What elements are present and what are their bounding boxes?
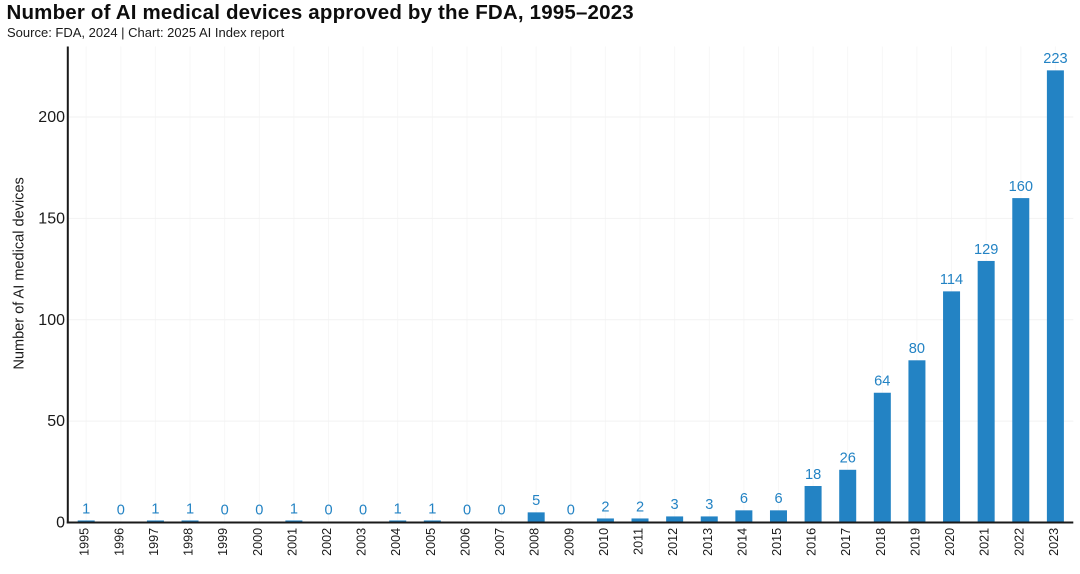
svg-text:2: 2 xyxy=(601,499,609,515)
svg-text:2023: 2023 xyxy=(1047,528,1061,556)
svg-text:6: 6 xyxy=(740,491,748,507)
svg-text:26: 26 xyxy=(840,451,856,467)
svg-text:50: 50 xyxy=(47,413,65,430)
svg-text:Number of AI medical devices: Number of AI medical devices xyxy=(11,177,27,369)
svg-text:2020: 2020 xyxy=(943,528,957,556)
svg-text:6: 6 xyxy=(774,491,782,507)
svg-text:2007: 2007 xyxy=(493,528,507,556)
svg-text:3: 3 xyxy=(705,497,713,513)
svg-text:1995: 1995 xyxy=(78,528,92,556)
svg-text:100: 100 xyxy=(38,312,65,329)
svg-text:1: 1 xyxy=(394,501,402,517)
svg-text:1: 1 xyxy=(290,501,298,517)
svg-text:18: 18 xyxy=(805,467,821,483)
svg-text:1: 1 xyxy=(428,501,436,517)
svg-text:2022: 2022 xyxy=(1012,528,1026,556)
svg-text:1999: 1999 xyxy=(216,528,230,556)
svg-text:1997: 1997 xyxy=(147,528,161,556)
svg-text:2017: 2017 xyxy=(839,528,853,556)
svg-text:80: 80 xyxy=(909,341,925,357)
svg-text:1: 1 xyxy=(186,501,194,517)
svg-text:2005: 2005 xyxy=(424,528,438,556)
svg-text:150: 150 xyxy=(38,210,65,227)
svg-text:2004: 2004 xyxy=(389,528,403,556)
svg-text:0: 0 xyxy=(255,502,263,518)
svg-text:1996: 1996 xyxy=(112,528,126,556)
svg-text:160: 160 xyxy=(1009,179,1033,195)
svg-text:2001: 2001 xyxy=(285,528,299,556)
svg-text:2011: 2011 xyxy=(632,528,646,555)
svg-text:1: 1 xyxy=(151,501,159,517)
svg-text:2002: 2002 xyxy=(320,528,334,556)
svg-text:0: 0 xyxy=(324,502,332,518)
svg-text:1: 1 xyxy=(82,501,90,517)
svg-text:2009: 2009 xyxy=(562,528,576,556)
svg-text:0: 0 xyxy=(221,502,229,518)
svg-text:1998: 1998 xyxy=(182,528,196,556)
svg-text:223: 223 xyxy=(1043,51,1067,67)
svg-text:114: 114 xyxy=(940,272,963,288)
svg-text:200: 200 xyxy=(38,109,65,126)
svg-text:0: 0 xyxy=(567,502,575,518)
svg-text:2008: 2008 xyxy=(528,528,542,556)
svg-text:2012: 2012 xyxy=(666,528,680,556)
svg-text:2016: 2016 xyxy=(805,528,819,556)
svg-text:2006: 2006 xyxy=(459,528,473,556)
svg-text:2019: 2019 xyxy=(908,528,922,556)
svg-text:2000: 2000 xyxy=(251,528,265,556)
svg-text:0: 0 xyxy=(56,515,65,532)
svg-text:2010: 2010 xyxy=(597,528,611,556)
svg-text:0: 0 xyxy=(498,502,506,518)
svg-text:2015: 2015 xyxy=(770,528,784,556)
svg-text:3: 3 xyxy=(671,497,679,513)
svg-text:2014: 2014 xyxy=(735,528,749,556)
svg-text:5: 5 xyxy=(532,493,540,509)
svg-text:64: 64 xyxy=(874,374,890,390)
svg-text:0: 0 xyxy=(359,502,367,518)
svg-text:2: 2 xyxy=(636,499,644,515)
svg-text:129: 129 xyxy=(974,242,998,258)
svg-text:0: 0 xyxy=(463,502,471,518)
svg-text:2013: 2013 xyxy=(701,528,715,556)
svg-text:0: 0 xyxy=(117,502,125,518)
svg-text:2018: 2018 xyxy=(874,528,888,556)
svg-text:2003: 2003 xyxy=(355,528,369,556)
svg-text:2021: 2021 xyxy=(978,528,992,556)
